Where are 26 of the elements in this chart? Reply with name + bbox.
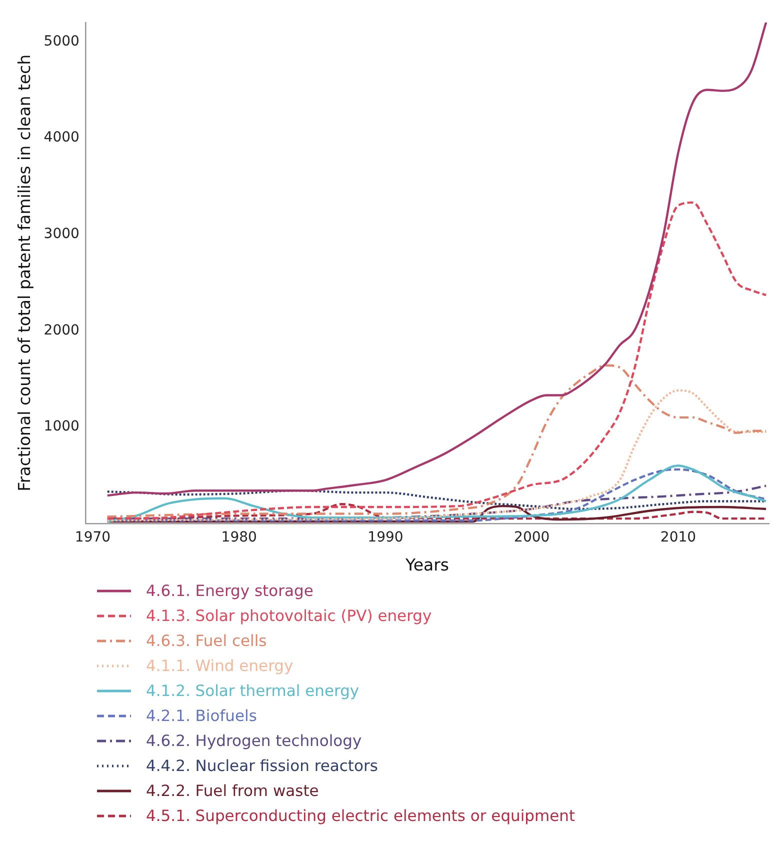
legend-label: 4.5.1. Superconducting electric elements or equipment xyxy=(146,806,576,824)
y-tick-label: 4000 xyxy=(44,130,80,146)
x-tick-label: 1980 xyxy=(221,529,257,546)
y-tick-label: 2000 xyxy=(44,322,80,338)
x-tick-label: 1970 xyxy=(74,529,111,546)
legend-label: 4.6.3. Fuel cells xyxy=(146,632,267,650)
x-tick-label: 2000 xyxy=(514,529,550,546)
legend-label: 4.1.2. Solar thermal energy xyxy=(146,682,360,700)
legend-label: 4.2.2. Fuel from waste xyxy=(146,782,319,800)
line-series xyxy=(106,389,768,522)
x-tick-label: 1990 xyxy=(368,529,404,546)
legend-label: 4.6.1. Energy storage xyxy=(146,582,314,600)
line-series xyxy=(106,364,768,518)
line-series xyxy=(106,22,768,497)
x-tick-label: 2010 xyxy=(660,529,696,546)
x-axis-title: Years xyxy=(404,555,449,574)
legend-label: 4.6.2. Hydrogen technology xyxy=(146,732,362,750)
line-series xyxy=(106,201,768,520)
legend-label: 4.1.3. Solar photovoltaic (PV) energy xyxy=(146,606,432,624)
legend-label: 4.4.2. Nuclear fission reactors xyxy=(146,756,378,774)
legend-label: 4.2.1. Biofuels xyxy=(146,706,257,724)
y-tick-label: 5000 xyxy=(44,33,80,50)
y-tick-label: 3000 xyxy=(44,226,80,242)
y-axis-title: Fractional count of total patent families in clean tech xyxy=(15,54,34,492)
legend-label: 4.1.1. Wind energy xyxy=(146,656,294,674)
y-tick-label: 1000 xyxy=(44,418,80,435)
